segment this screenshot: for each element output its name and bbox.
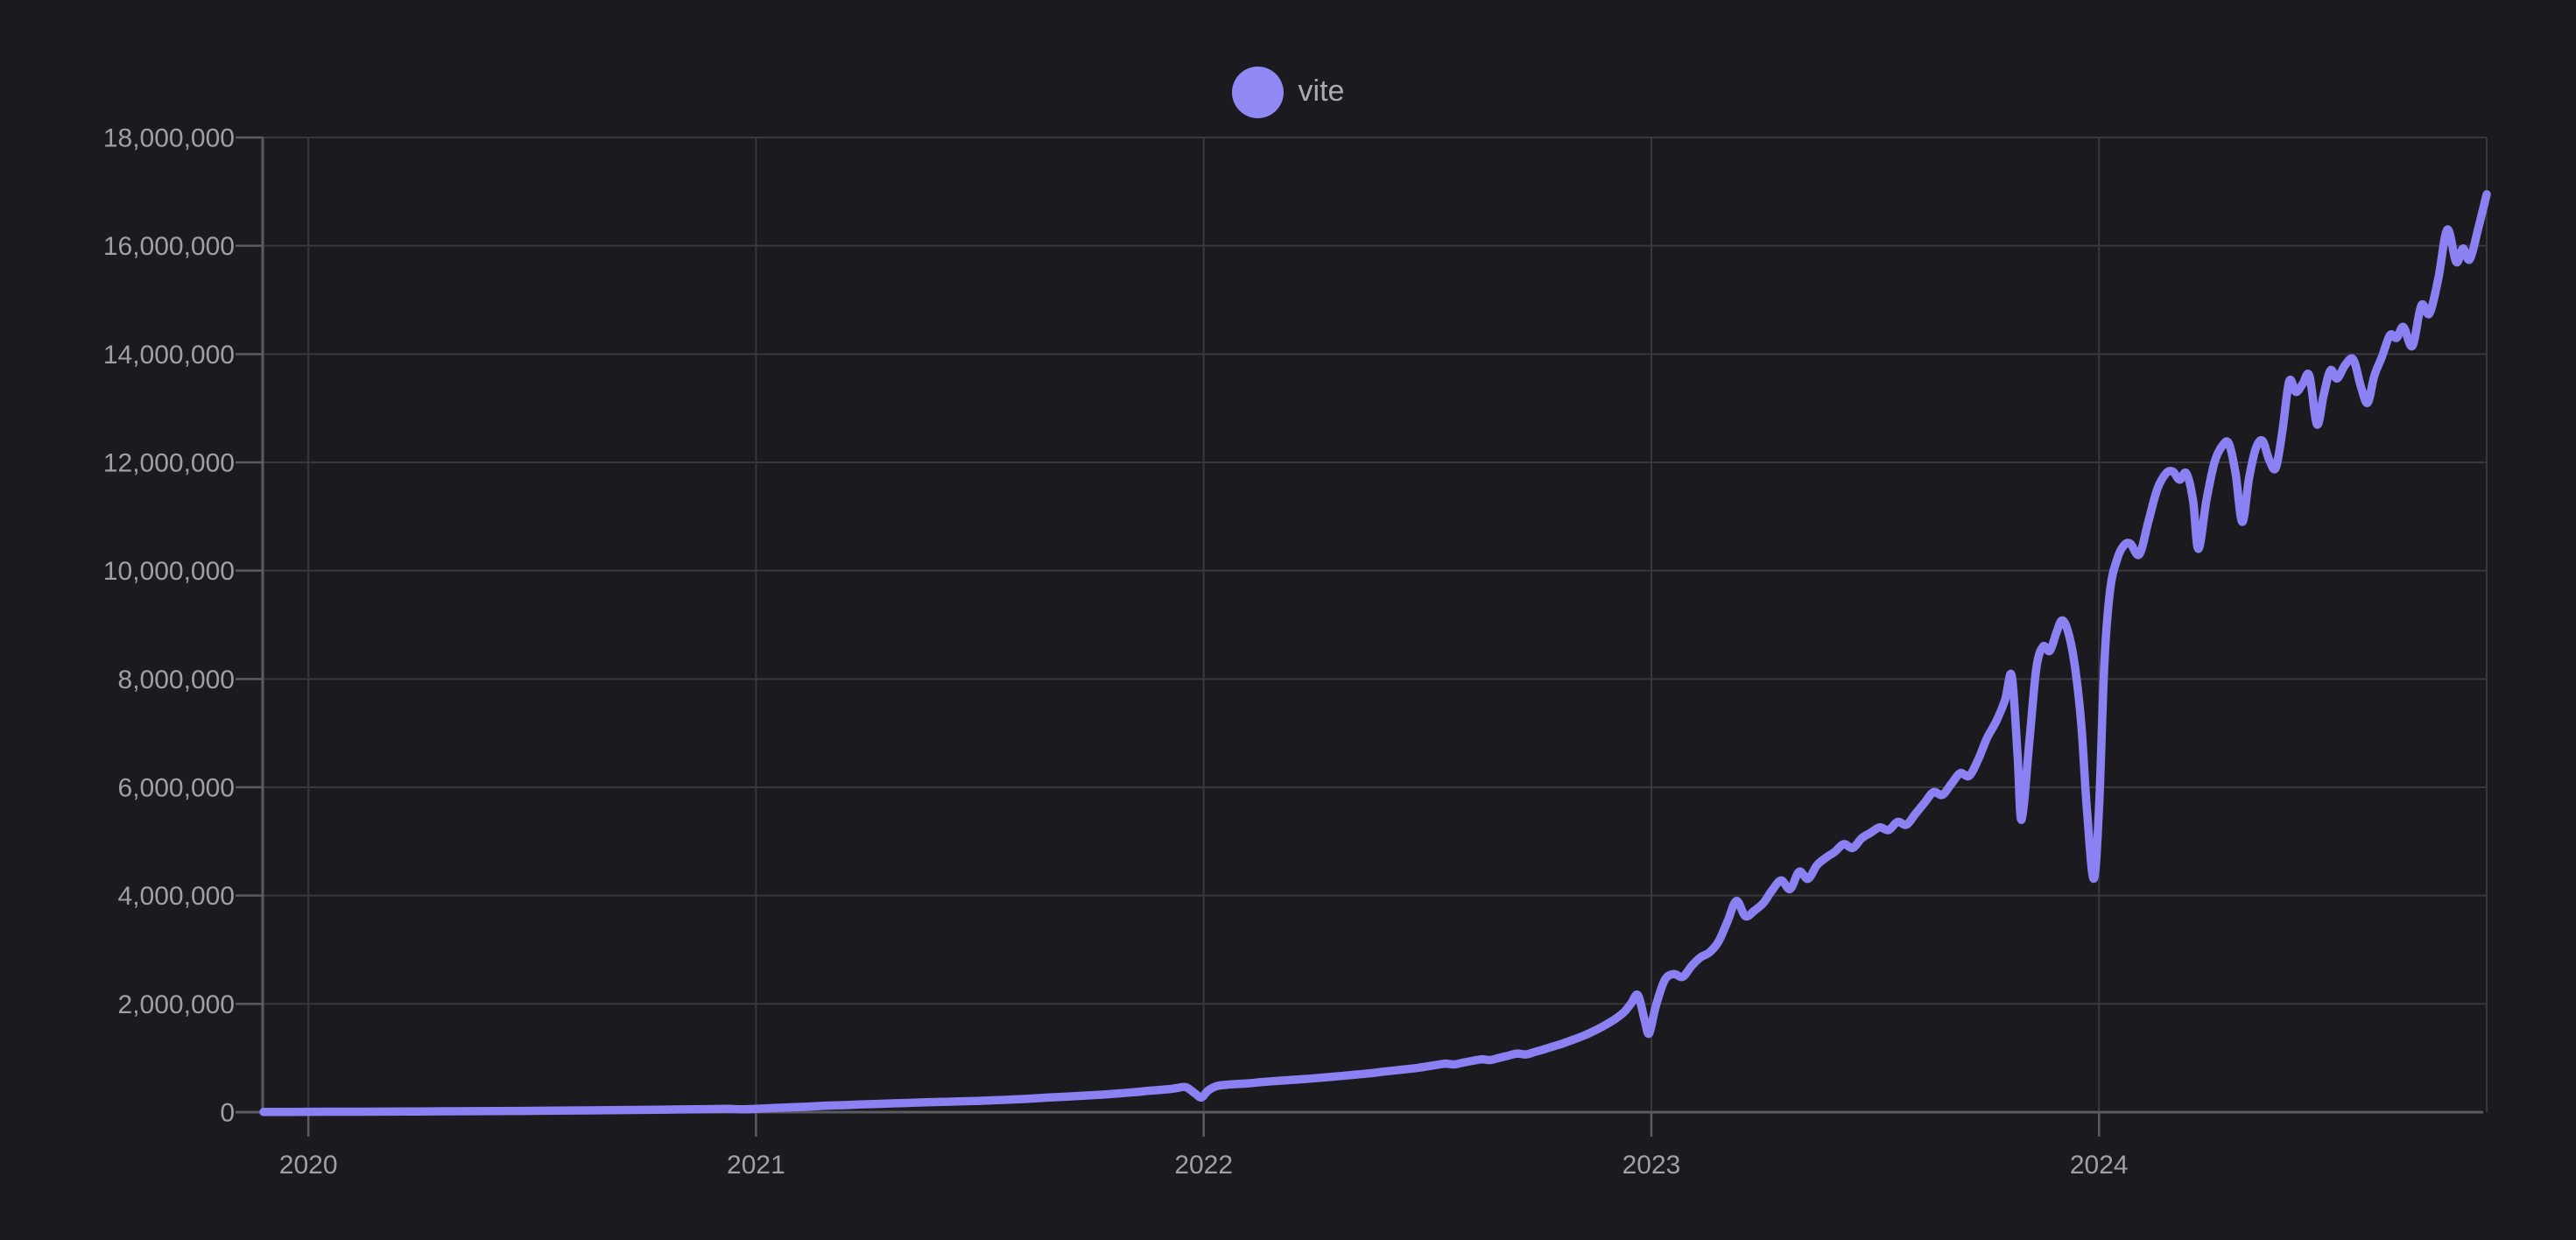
y-tick-label: 18,000,000 bbox=[103, 124, 235, 153]
y-tick-label: 6,000,000 bbox=[118, 774, 235, 803]
series-line-vite[interactable] bbox=[259, 190, 2491, 1117]
y-tick-label: 0 bbox=[220, 1099, 235, 1128]
x-tick-label: 2023 bbox=[1622, 1151, 1681, 1180]
y-tick-label: 14,000,000 bbox=[103, 341, 235, 370]
x-tick-label: 2022 bbox=[1174, 1151, 1233, 1180]
x-tick-label: 2021 bbox=[727, 1151, 785, 1180]
legend-marker-icon bbox=[1231, 67, 1284, 118]
chart-legend: vite bbox=[0, 67, 2576, 118]
y-tick-label: 2,000,000 bbox=[118, 990, 235, 1019]
x-tick-label: 2024 bbox=[2070, 1151, 2129, 1180]
y-tick-label: 10,000,000 bbox=[103, 557, 235, 586]
y-tick-label: 16,000,000 bbox=[103, 232, 235, 261]
legend-item-vite[interactable]: vite bbox=[1231, 67, 1345, 118]
y-tick-label: 4,000,000 bbox=[118, 882, 235, 911]
legend-item-label: vite bbox=[1298, 74, 1345, 108]
y-tick-label: 12,000,000 bbox=[103, 449, 235, 478]
x-tick-label: 2020 bbox=[279, 1151, 338, 1180]
y-tick-label: 8,000,000 bbox=[118, 666, 235, 694]
